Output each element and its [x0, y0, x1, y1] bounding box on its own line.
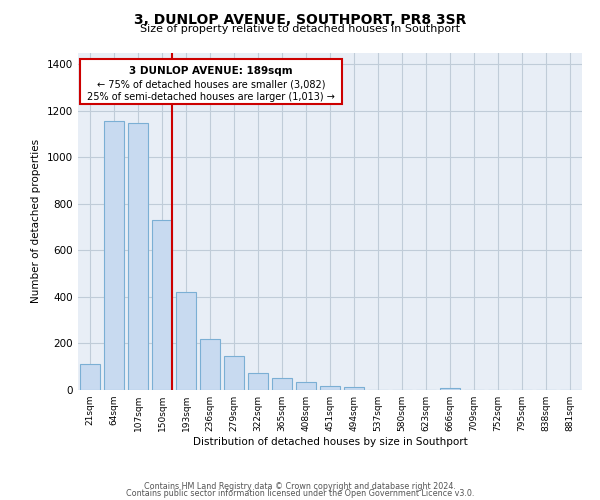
Bar	[296, 382, 316, 390]
Bar	[344, 386, 364, 390]
Bar	[272, 378, 292, 390]
Bar	[248, 372, 268, 390]
Text: Contains HM Land Registry data © Crown copyright and database right 2024.: Contains HM Land Registry data © Crown c…	[144, 482, 456, 491]
Bar	[320, 386, 340, 390]
Text: 3 DUNLOP AVENUE: 189sqm: 3 DUNLOP AVENUE: 189sqm	[130, 66, 293, 76]
Bar	[128, 123, 148, 390]
Text: Contains public sector information licensed under the Open Government Licence v3: Contains public sector information licen…	[126, 489, 474, 498]
Bar	[224, 356, 244, 390]
Text: Size of property relative to detached houses in Southport: Size of property relative to detached ho…	[140, 24, 460, 34]
Text: ← 75% of detached houses are smaller (3,082): ← 75% of detached houses are smaller (3,…	[97, 80, 325, 90]
Bar	[176, 292, 196, 390]
Bar	[200, 339, 220, 390]
Y-axis label: Number of detached properties: Number of detached properties	[31, 139, 41, 304]
Bar	[80, 364, 100, 390]
FancyBboxPatch shape	[80, 60, 342, 104]
Text: 25% of semi-detached houses are larger (1,013) →: 25% of semi-detached houses are larger (…	[87, 92, 335, 102]
Bar	[440, 388, 460, 390]
X-axis label: Distribution of detached houses by size in Southport: Distribution of detached houses by size …	[193, 437, 467, 447]
Text: 3, DUNLOP AVENUE, SOUTHPORT, PR8 3SR: 3, DUNLOP AVENUE, SOUTHPORT, PR8 3SR	[134, 12, 466, 26]
Bar	[152, 220, 172, 390]
Bar	[104, 121, 124, 390]
